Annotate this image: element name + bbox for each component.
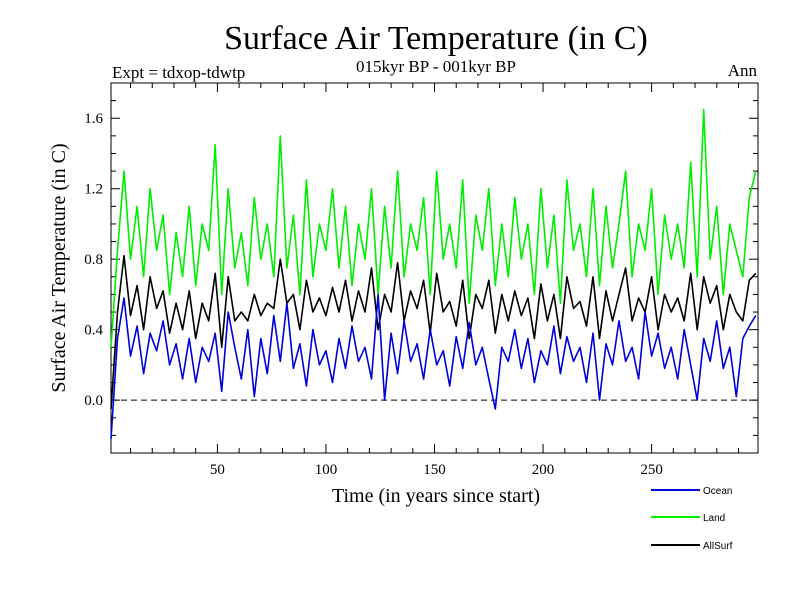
x-tick-label: 150 — [423, 462, 446, 478]
x-tick-label: 100 — [315, 462, 338, 478]
chart-subtitle: 015kyr BP - 001kyr BP — [356, 57, 516, 76]
x-tick-label: 200 — [532, 462, 555, 478]
x-tick-label: 250 — [640, 462, 663, 478]
y-tick-label: 0.4 — [84, 323, 103, 339]
y-tick-label: 0.0 — [84, 393, 103, 409]
x-axis-label: Time (in years since start) — [332, 485, 540, 507]
y-axis-label: Surface Air Temperature (in C) — [48, 143, 70, 392]
legend-label-allsurf: AllSurf — [703, 541, 733, 552]
y-tick-label: 1.2 — [84, 182, 103, 198]
series-line-land — [110, 108, 757, 348]
series-line-allsurf — [110, 254, 757, 410]
series-line-ocean — [110, 293, 757, 439]
chart-title: Surface Air Temperature (in C) — [224, 20, 648, 57]
x-tick-label: 50 — [210, 462, 225, 478]
legend-label-land: Land — [703, 513, 725, 524]
series-lines — [110, 108, 757, 439]
legend-label-ocean: Ocean — [703, 486, 732, 497]
legend: Ocean Land AllSurf — [651, 486, 733, 552]
season-label: Ann — [728, 61, 758, 80]
x-axis-ticks: 50 100 150 200 250 — [130, 83, 739, 478]
y-tick-label: 0.8 — [84, 252, 103, 268]
y-tick-label: 1.6 — [84, 111, 103, 127]
experiment-label: Expt = tdxop-tdwtp — [112, 63, 245, 82]
